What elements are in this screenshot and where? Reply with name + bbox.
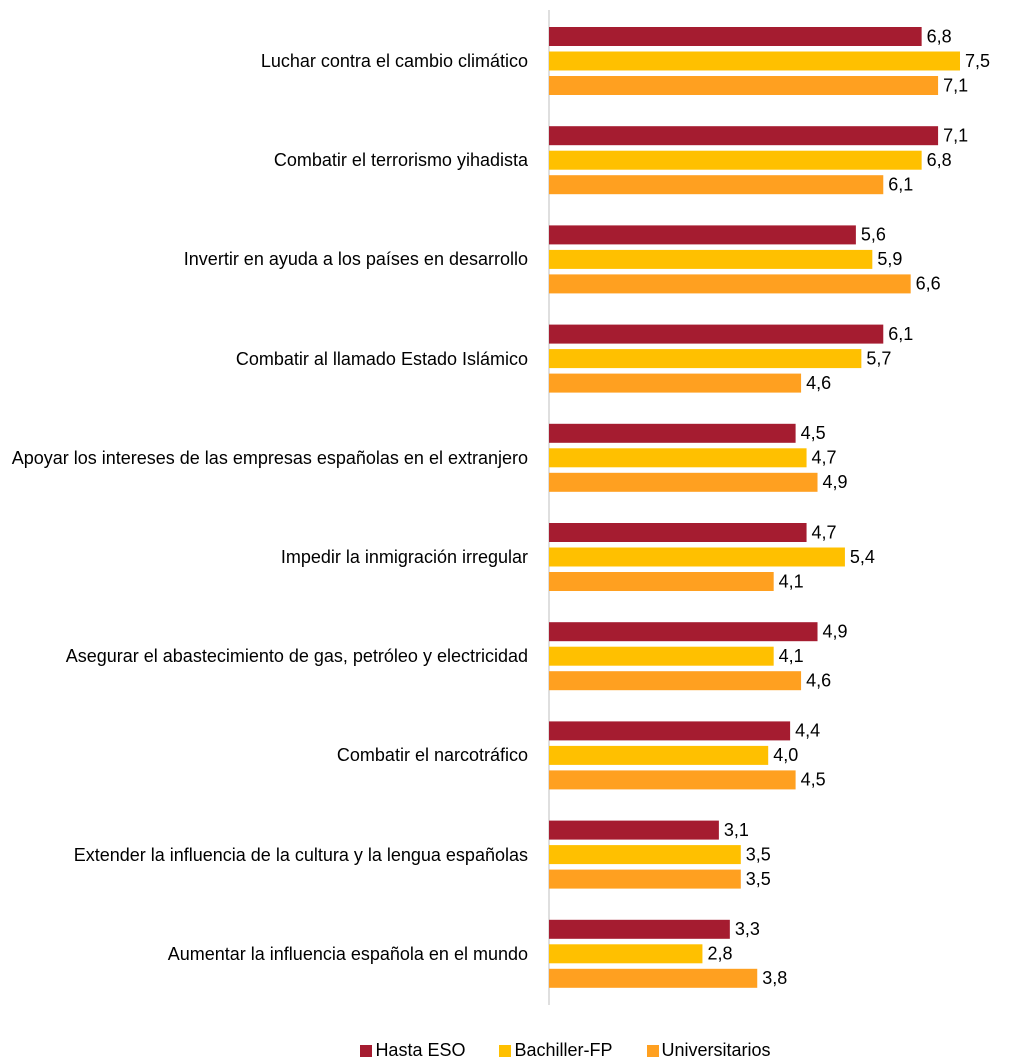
bar	[549, 51, 960, 71]
bar	[549, 225, 856, 245]
value-label: 3,8	[762, 968, 787, 988]
value-label: 6,8	[927, 150, 952, 170]
legend-swatch	[499, 1044, 512, 1057]
value-label: 6,1	[888, 174, 913, 194]
value-label: 4,0	[773, 745, 798, 765]
legend-swatch	[360, 1044, 373, 1057]
legend-item: Bachiller-FP	[499, 1040, 613, 1061]
bar	[549, 423, 796, 443]
bar	[549, 770, 796, 790]
value-label: 4,9	[823, 621, 848, 641]
bar	[549, 523, 807, 542]
category-label: Impedir la inmigración irregular	[280, 547, 528, 567]
legend-swatch	[646, 1044, 659, 1057]
value-label: 4,7	[812, 448, 837, 468]
bar	[549, 349, 862, 369]
value-label: 4,4	[795, 721, 820, 741]
value-label: 7,1	[943, 125, 968, 145]
bar	[549, 646, 774, 666]
legend-item: Hasta ESO	[360, 1040, 465, 1061]
bar	[549, 324, 884, 344]
legend-item: Universitarios	[646, 1040, 771, 1061]
bar	[549, 944, 703, 964]
value-label: 4,1	[779, 571, 804, 591]
bar	[549, 448, 807, 468]
value-label: 4,6	[806, 670, 831, 690]
bar	[549, 745, 769, 765]
plot: 6,87,57,17,16,86,15,65,96,66,15,74,64,54…	[548, 10, 990, 1005]
value-label: 6,8	[927, 26, 952, 46]
value-label: 3,5	[746, 844, 771, 864]
category-label: Extender la influencia de la cultura y l…	[73, 844, 528, 865]
value-label: 3,3	[735, 919, 760, 939]
value-label: 5,4	[850, 547, 875, 567]
value-label: 5,6	[861, 225, 886, 245]
bar	[549, 126, 939, 146]
value-label: 2,8	[707, 944, 732, 964]
category-label: Invertir en ayuda a los países en desarr…	[183, 249, 528, 270]
value-label: 3,5	[746, 869, 771, 889]
value-label: 6,1	[888, 324, 913, 344]
bar	[549, 547, 845, 567]
category-label: Combatir el narcotráfico	[336, 745, 528, 766]
value-label: 4,6	[806, 373, 831, 393]
category-label: Asegurar el abastecimiento de gas, petró…	[65, 646, 528, 667]
value-label: 7,1	[943, 75, 968, 95]
category-label: Apoyar los intereses de las empresas esp…	[11, 447, 528, 468]
bar	[549, 721, 791, 741]
legend-label: Universitarios	[661, 1040, 771, 1060]
category-label: Aumentar la influencia española en el mu…	[167, 943, 528, 964]
value-label: 4,5	[801, 770, 826, 790]
bar	[549, 820, 719, 840]
bar	[549, 274, 911, 294]
bar	[549, 76, 939, 95]
category-label: Combatir al llamado Estado Islámico	[235, 348, 528, 369]
bar	[549, 919, 730, 939]
value-label: 4,9	[823, 472, 848, 492]
bar	[549, 968, 758, 988]
value-label: 4,7	[812, 522, 837, 542]
bar	[549, 249, 873, 269]
bar	[549, 572, 774, 591]
bar	[549, 622, 818, 642]
bar	[549, 27, 922, 46]
bar	[549, 175, 884, 195]
legend-label: Bachiller-FP	[514, 1040, 613, 1060]
legend-label: Hasta ESO	[375, 1040, 466, 1060]
category-label: Combatir el terrorismo yihadista	[273, 150, 528, 171]
value-label: 6,6	[916, 274, 941, 294]
legend: Hasta ESO Bachiller-FP Universitarios	[0, 1040, 1011, 1061]
value-label: 4,5	[801, 423, 826, 443]
bar	[549, 845, 741, 865]
bar	[549, 869, 741, 889]
value-label: 5,7	[866, 348, 891, 368]
bar	[549, 373, 802, 393]
bar	[549, 472, 818, 492]
value-label: 5,9	[877, 249, 902, 269]
category-label: Luchar contra el cambio climático	[260, 51, 528, 71]
bar	[549, 150, 922, 170]
value-label: 3,1	[724, 820, 749, 840]
value-label: 7,5	[965, 51, 990, 71]
bar	[549, 671, 802, 691]
value-label: 4,1	[779, 646, 804, 666]
